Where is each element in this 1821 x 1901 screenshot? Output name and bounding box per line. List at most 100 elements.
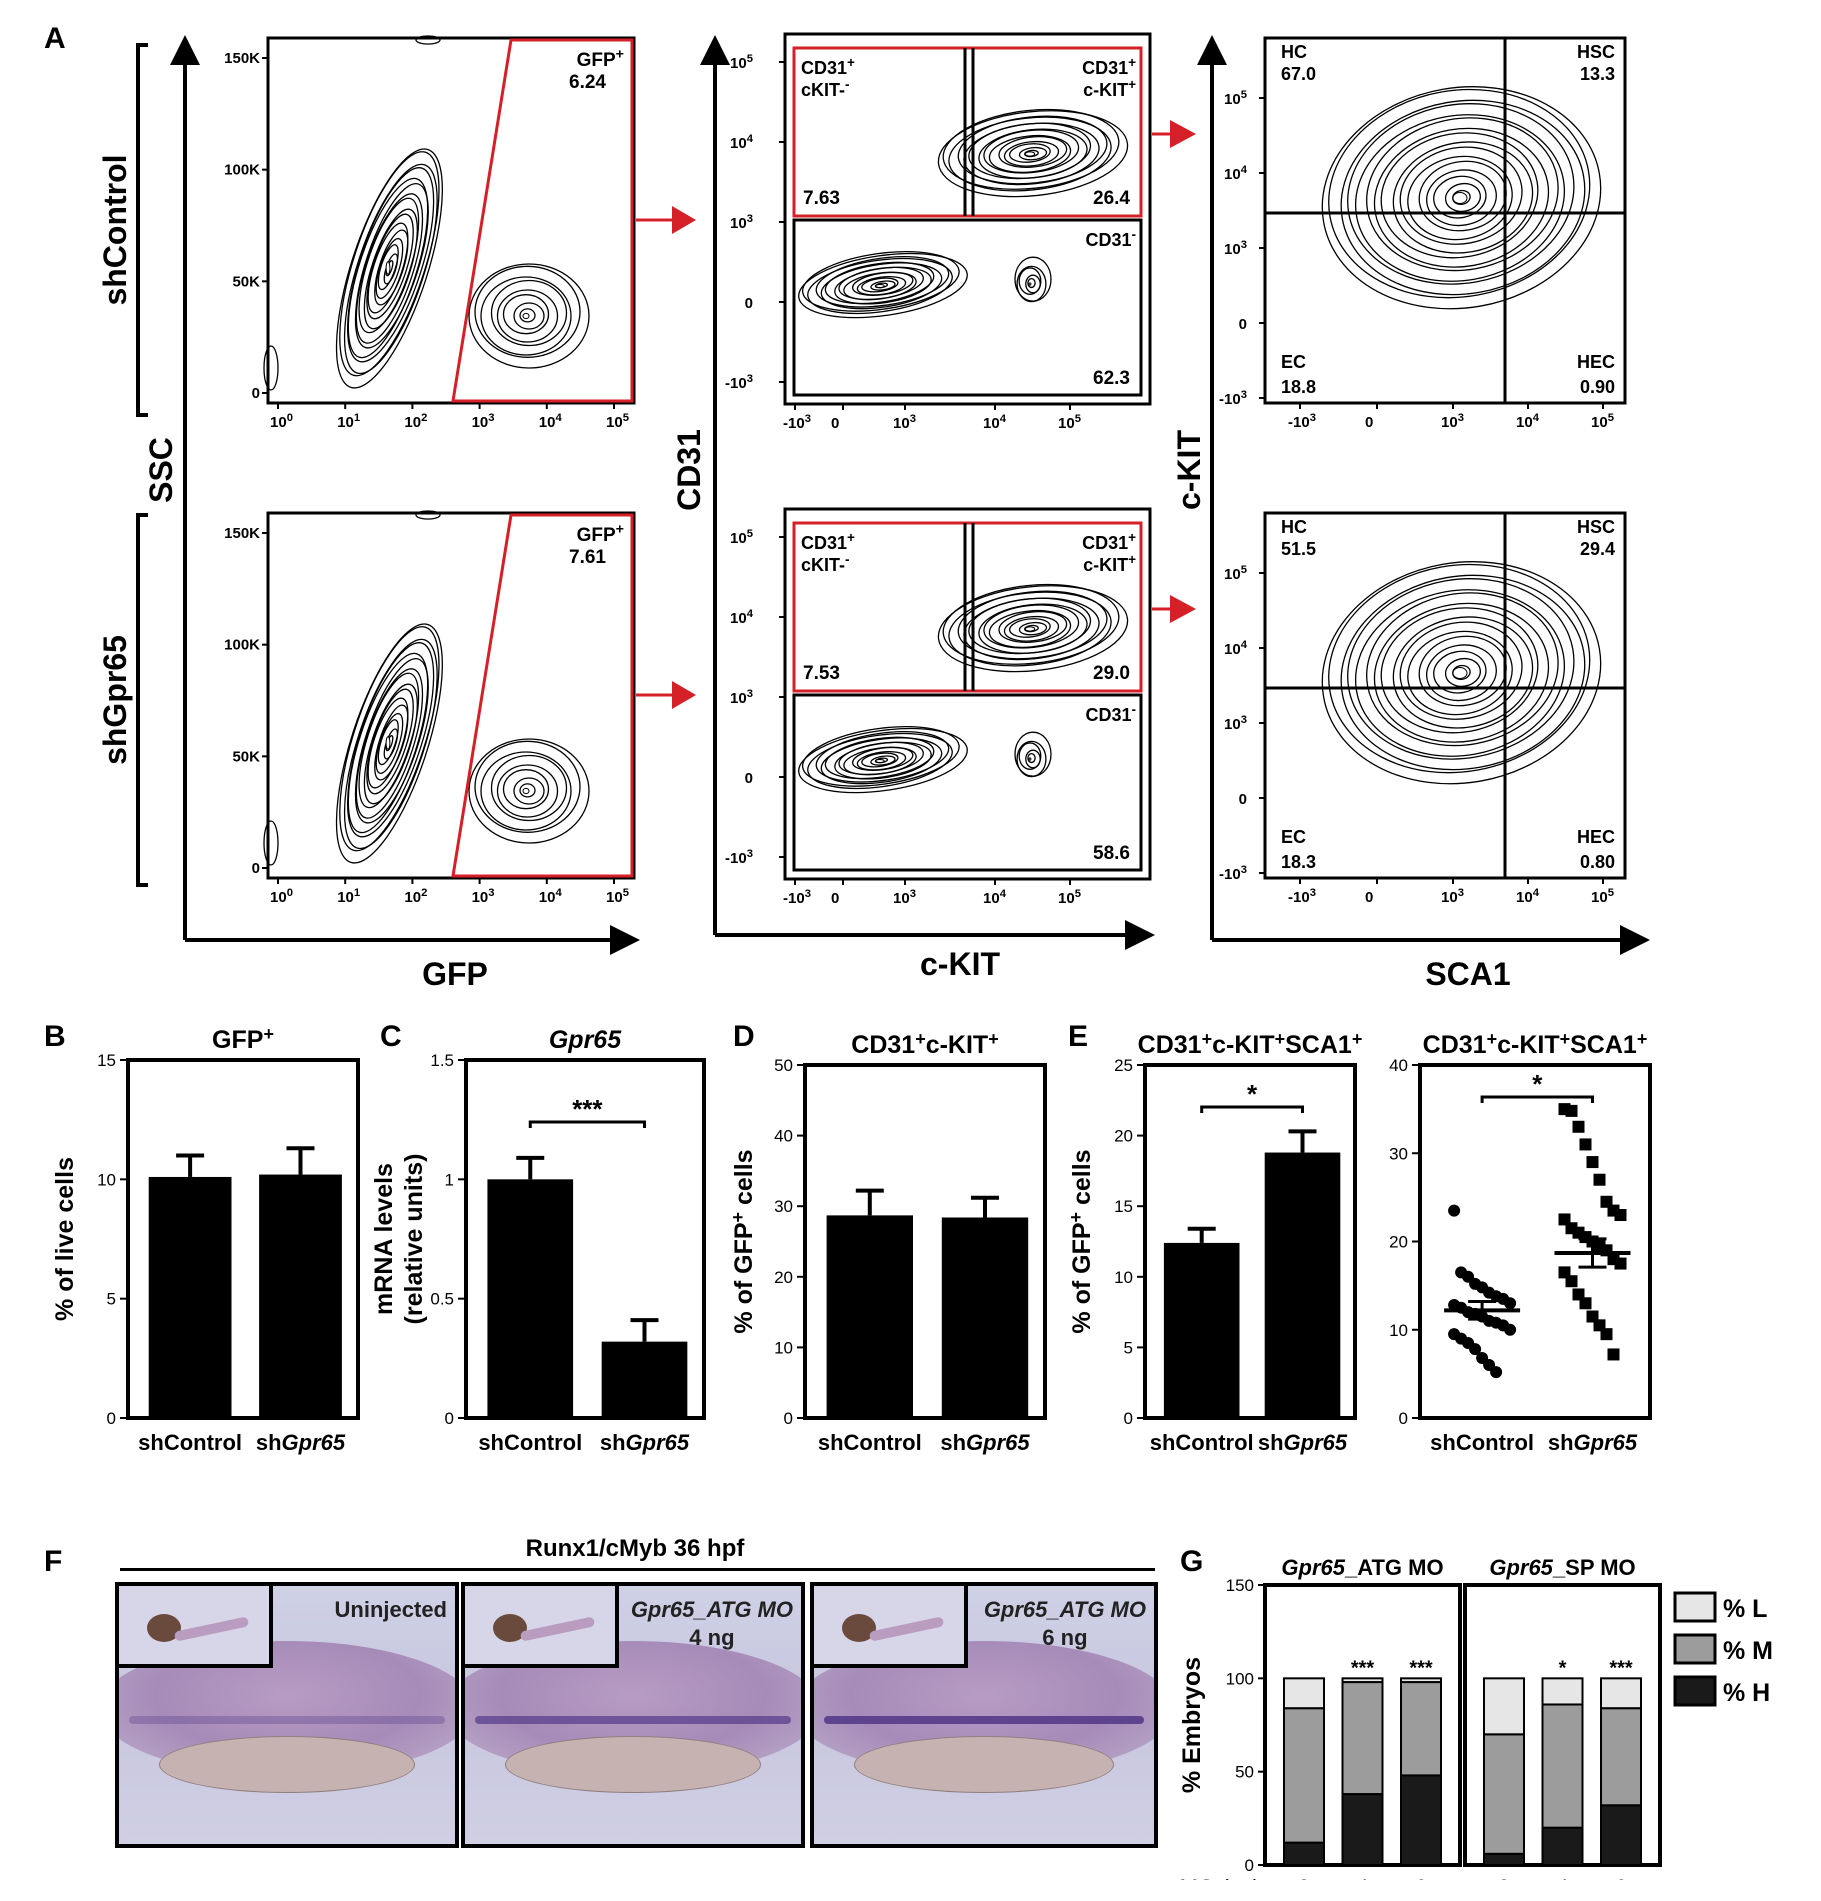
contour-side xyxy=(1025,274,1041,294)
contour-cd31pos xyxy=(1018,621,1048,636)
y-tick-label: 5 xyxy=(107,1290,116,1309)
bar-segment-m xyxy=(1341,1681,1384,1796)
contour-cd31pos xyxy=(957,115,1108,185)
contour-cd31neg xyxy=(870,280,896,291)
ssc-tick-label: 100K xyxy=(224,637,260,654)
contour-cd31pos xyxy=(1003,615,1060,642)
cd31pos-gate xyxy=(792,521,1143,693)
y-tick-label: 1.5 xyxy=(430,1051,454,1070)
contour-cd31neg xyxy=(807,257,953,315)
x-category-label: shControl xyxy=(138,1430,242,1455)
contour-main xyxy=(347,167,435,363)
cd31p-ckitp-label: CD31+ xyxy=(1082,55,1136,78)
cd31p-ckitp-label: c-KIT+ xyxy=(1083,552,1136,575)
cd31p-ckitn-label: cKIT-- xyxy=(801,552,850,575)
contour-main xyxy=(375,712,404,774)
quadrant-hec-value: 0.80 xyxy=(1580,852,1615,872)
plot-frame xyxy=(266,36,636,405)
contour-cd31pos xyxy=(1003,140,1060,167)
ssc-tick-label: 50K xyxy=(232,273,260,290)
x-category-label: shControl xyxy=(1150,1430,1254,1455)
ckit-axis-label: c-KIT xyxy=(920,946,1000,982)
contour-ckit-peak xyxy=(1452,667,1468,679)
contour-side xyxy=(1018,742,1042,770)
contour-gfp xyxy=(513,302,545,330)
contour-main xyxy=(354,183,429,349)
gfp-tick-label: 104 xyxy=(539,412,563,431)
bar xyxy=(487,1179,574,1418)
ckit-y-axis-label: c-KIT xyxy=(1171,430,1207,510)
y-tick-label: 40 xyxy=(774,1127,793,1146)
significance-marker: * xyxy=(1247,1079,1258,1109)
cd31-axis-label: CD31 xyxy=(671,429,707,511)
sca1-tick-label: -103 xyxy=(1288,887,1316,906)
panel-f-title: Runx1/cMyb 36 hpf xyxy=(525,1535,745,1562)
contour-ckit xyxy=(1433,175,1487,219)
quadrant-hec-label: HEC xyxy=(1577,352,1615,372)
y-tick-label: 0 xyxy=(1245,1856,1254,1875)
contour-main xyxy=(347,642,435,838)
contour-cd31pos-peak xyxy=(1024,151,1036,157)
contour-main-peak xyxy=(385,736,391,750)
gfp-tick-label: 105 xyxy=(606,887,629,906)
chart-frame xyxy=(1418,1063,1652,1420)
contour-gfp xyxy=(519,308,536,323)
ssc-tick-label: 150K xyxy=(224,50,260,67)
ckit-tick-label: 105 xyxy=(1058,413,1081,432)
y-axis-label: % of live cells xyxy=(51,1157,79,1321)
bar-segment-m xyxy=(1283,1707,1325,1844)
group-title: Gpr65_SP MO xyxy=(1489,1555,1635,1580)
bar-segment-m xyxy=(1600,1707,1642,1807)
scatter-point xyxy=(1565,1104,1578,1117)
y-axis-label: % of GFP+ cells xyxy=(728,1149,758,1333)
embryo-inset xyxy=(465,1586,619,1668)
quadrant-hsc-label: HSC xyxy=(1577,517,1615,537)
chart-title: CD31+c-KIT+SCA1+ xyxy=(1138,1029,1363,1059)
ckit-tick-label: -103 xyxy=(783,888,811,907)
contour-gfp xyxy=(468,738,590,844)
embryo-inset xyxy=(119,1586,273,1668)
contour-gfp xyxy=(490,754,568,822)
x-category-label: shControl xyxy=(818,1430,922,1455)
embryo-image-atg-4ng: Gpr65_ATG MO 4 ng xyxy=(461,1582,805,1848)
legend-swatch xyxy=(1673,1591,1717,1623)
cd31p-ckitn-label: CD31+ xyxy=(801,55,855,78)
x-category-label: 6 xyxy=(1615,1875,1627,1880)
gfp-ssc-plot: 150K 100K 50K 0 100 101 102 103 104 105 GFP+7.61 xyxy=(224,510,696,906)
contour-cd31neg xyxy=(798,252,968,319)
bar xyxy=(1264,1152,1341,1418)
bar-segment-l xyxy=(1341,1677,1384,1684)
contour-gfp xyxy=(496,764,559,818)
contour-main xyxy=(374,704,409,781)
contour-gfp-peak xyxy=(522,787,530,795)
quadrant-hsc-label: HSC xyxy=(1577,42,1615,62)
contour-side xyxy=(1027,277,1036,289)
cd31n-label: CD31- xyxy=(1085,702,1136,725)
ckit-tick-label: 105 xyxy=(1058,888,1081,907)
gfp-tick-label: 103 xyxy=(472,412,495,431)
x-category-label: shControl xyxy=(1430,1430,1534,1455)
ckit-tick-label: 0 xyxy=(831,890,839,907)
quadrant-hec-value: 0.90 xyxy=(1580,377,1615,397)
contour-ckit xyxy=(1444,657,1482,688)
x-axis-label: MO (ng) xyxy=(1180,1875,1261,1880)
sca1-tick-label: 105 xyxy=(1591,412,1614,431)
gfp-gate-value: 6.24 xyxy=(569,72,606,93)
bar-segment-h xyxy=(1483,1852,1525,1866)
contour-side xyxy=(1016,740,1047,778)
y-tick-label: 15 xyxy=(1114,1197,1133,1216)
y-tick-label: 25 xyxy=(1114,1056,1133,1075)
contour-gfp xyxy=(480,276,572,356)
bar-segment-h xyxy=(1283,1841,1325,1867)
contour-gfp xyxy=(496,289,559,343)
sca1-tick-label: 104 xyxy=(1516,887,1540,906)
contour-edge xyxy=(263,345,279,391)
significance-marker: * xyxy=(1559,1657,1567,1679)
cd31-tick-label: 0 xyxy=(745,770,753,787)
gfp-gate-label: GFP+ xyxy=(577,521,624,546)
y-tick-label: 150 xyxy=(1226,1576,1254,1595)
